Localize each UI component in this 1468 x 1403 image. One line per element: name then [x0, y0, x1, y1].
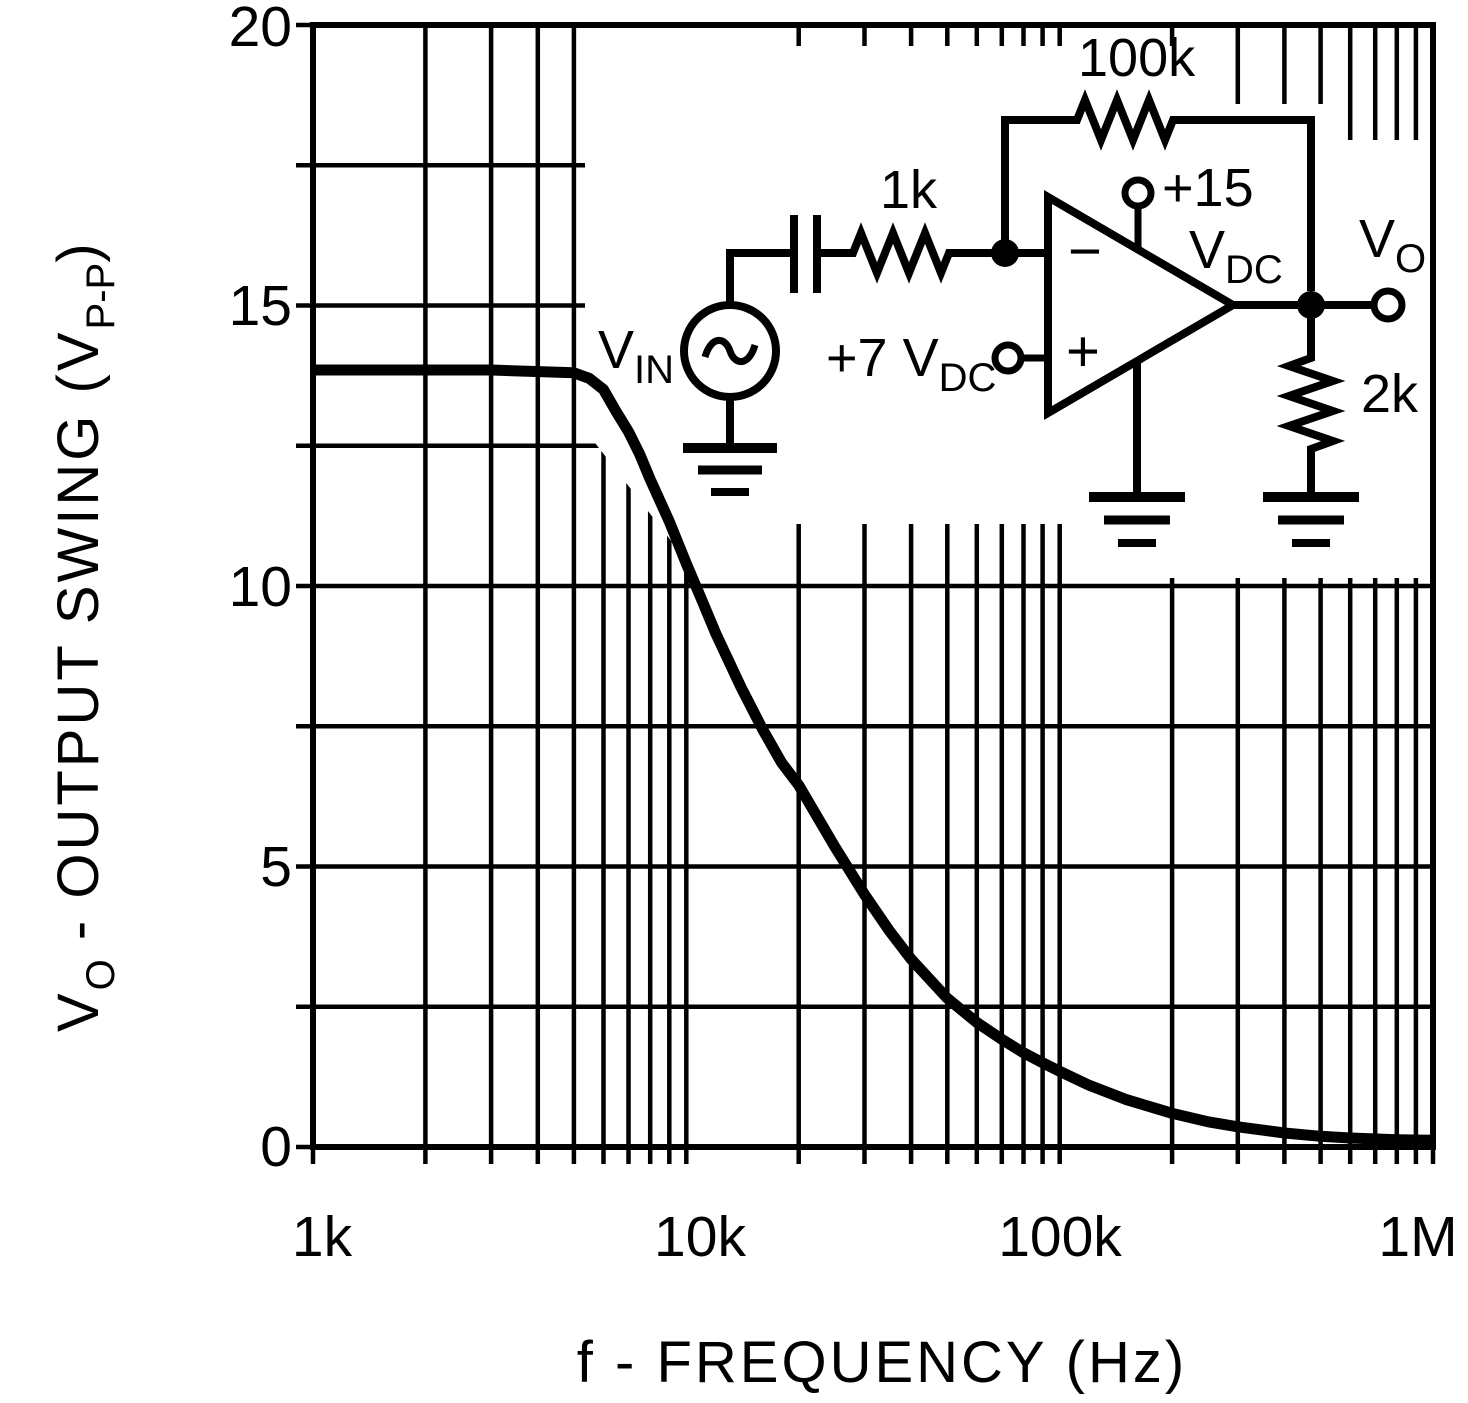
- schematic-inset-background: [585, 28, 1433, 578]
- noninv-terminal: [991, 341, 1025, 375]
- inverting-node-dot: [991, 239, 1019, 267]
- resistor-2k-icon: [1276, 305, 1346, 497]
- y-tick-10: 10: [229, 555, 292, 619]
- opamp-schematic: 100k 1k VIN − + +15: [598, 28, 1426, 547]
- x-axis-title: f - FREQUENCY (Hz): [577, 1330, 1187, 1395]
- x-axis-tick-labels: 1k 10k 100k 1M: [292, 1205, 1458, 1269]
- y-tick-20: 20: [229, 0, 292, 59]
- ground-icon: [1263, 492, 1359, 547]
- y-tick-5: 5: [260, 835, 292, 899]
- noninverting-input-sign: +: [1066, 319, 1100, 384]
- inverting-input-sign: −: [1068, 219, 1102, 284]
- y-axis-title: VO - OUTPUT SWING (VP-P): [46, 240, 123, 1032]
- plot-border: [310, 22, 1436, 1150]
- y-tick-15: 15: [229, 274, 292, 338]
- x-tick-10k: 10k: [654, 1205, 746, 1269]
- supply-terminal: [1121, 176, 1155, 210]
- x-tick-1k: 1k: [292, 1205, 353, 1269]
- output-label: VO: [1359, 209, 1426, 281]
- source-top-wire: [726, 249, 792, 305]
- input-resistor-label: 1k: [880, 160, 938, 220]
- supply-value-label: +15: [1162, 158, 1254, 218]
- output-terminal: [1370, 287, 1406, 323]
- resistor-1k-icon: [819, 222, 1048, 284]
- vin-label: VIN: [598, 320, 674, 392]
- log-grid: [296, 22, 1436, 1164]
- y-axis-tick-labels: 20 15 10 5 0: [229, 0, 292, 1179]
- feedback-resistor-label: 100k: [1078, 28, 1196, 88]
- response-curve: [313, 364, 1434, 1146]
- capacitor-icon: [790, 215, 821, 293]
- y-tick-0: 0: [260, 1115, 292, 1179]
- x-tick-100k: 100k: [998, 1205, 1122, 1269]
- vin-source-icon: [680, 301, 780, 401]
- x-tick-1M: 1M: [1378, 1205, 1457, 1269]
- opamp-triangle: [1044, 190, 1241, 420]
- ground-icon: [683, 443, 777, 496]
- ground-icon: [1089, 492, 1185, 547]
- noninv-bias-label: +7 VDC: [826, 328, 996, 400]
- feedback-wire-and-100k-resistor-icon: [1001, 89, 1315, 291]
- supply-unit-label: VDC: [1189, 220, 1283, 292]
- load-resistor-label: 2k: [1361, 364, 1419, 424]
